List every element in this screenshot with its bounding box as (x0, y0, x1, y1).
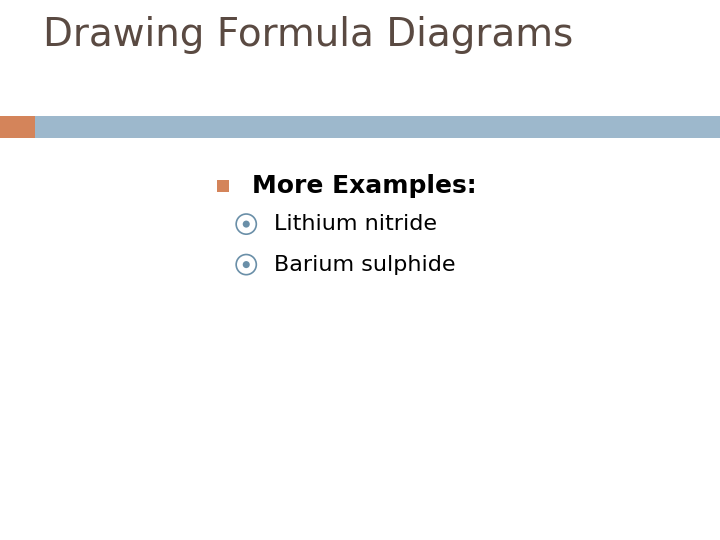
Ellipse shape (243, 261, 250, 268)
FancyBboxPatch shape (0, 116, 720, 138)
Text: Barium sulphide: Barium sulphide (274, 254, 455, 275)
Text: Drawing Formula Diagrams: Drawing Formula Diagrams (43, 16, 573, 54)
Text: More Examples:: More Examples: (252, 174, 477, 198)
FancyBboxPatch shape (217, 180, 229, 192)
Text: Lithium nitride: Lithium nitride (274, 214, 436, 234)
FancyBboxPatch shape (0, 116, 35, 138)
Ellipse shape (243, 220, 250, 228)
